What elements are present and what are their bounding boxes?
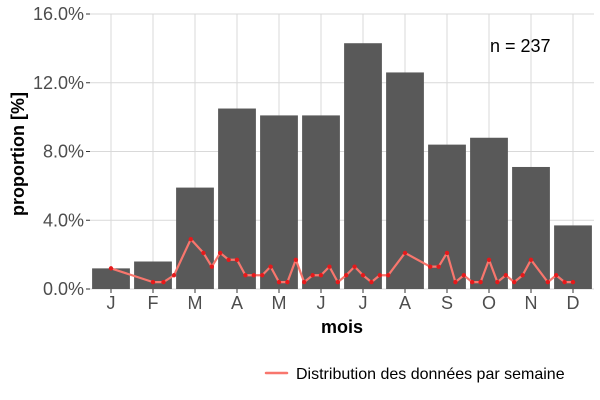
- weekly-distribution-line: [109, 238, 575, 284]
- weekly-distribution-point: [150, 279, 156, 285]
- legend-label: Distribution des données par semaine: [296, 366, 565, 383]
- x-tick-label: M: [272, 293, 287, 313]
- weekly-distribution-point: [402, 250, 408, 256]
- weekly-distribution-point: [226, 257, 231, 262]
- weekly-distribution-point: [512, 279, 517, 285]
- bar: [260, 115, 298, 289]
- bar: [512, 166, 550, 289]
- weekly-distribution-point: [478, 279, 483, 285]
- weekly-distribution-point: [327, 264, 332, 269]
- weekly-distribution-point: [428, 264, 433, 269]
- x-tick-label: F: [148, 293, 159, 313]
- weekly-distribution-point: [344, 273, 349, 278]
- bar: [428, 144, 466, 289]
- bar: [92, 268, 130, 289]
- weekly-distribution-point: [377, 273, 382, 278]
- bar: [176, 187, 214, 289]
- y-tick-label: 16.0%: [33, 4, 84, 24]
- bar: [470, 137, 508, 289]
- weekly-distribution-point: [302, 279, 307, 285]
- weekly-distribution-point: [444, 250, 450, 256]
- weekly-distribution-point: [218, 250, 223, 256]
- x-tick-label: A: [231, 293, 243, 313]
- weekly-distribution-point: [352, 264, 357, 269]
- legend: Distribution des données par semaine: [264, 366, 565, 383]
- y-axis-title: proportion [%]: [8, 92, 28, 216]
- weekly-distribution-point: [243, 273, 248, 278]
- weekly-distribution-point: [386, 273, 391, 278]
- weekly-distribution-point: [201, 250, 206, 256]
- axis-layer: 0.0% 4.0% 8.0% 12.0% 16.0% J F M A M J J A S O N D: [33, 4, 580, 313]
- weekly-distribution-point: [528, 257, 534, 262]
- weekly-distribution-point: [436, 264, 441, 269]
- weekly-distribution-point: [453, 279, 458, 285]
- x-tick-label: A: [399, 293, 411, 313]
- bar: [344, 43, 382, 289]
- x-tick-label: D: [567, 293, 580, 313]
- x-tick-label: N: [525, 293, 538, 313]
- x-tick-label: O: [482, 293, 496, 313]
- weekly-distribution-point: [268, 264, 273, 269]
- line-layer: [108, 236, 576, 285]
- weekly-distribution-point: [335, 279, 340, 285]
- y-tick-label: 8.0%: [43, 142, 84, 162]
- weekly-distribution-point: [188, 236, 193, 242]
- weekly-distribution-point: [285, 279, 290, 285]
- bar: [386, 72, 424, 289]
- x-tick-label: J: [317, 293, 326, 313]
- weekly-distribution-point: [260, 273, 265, 278]
- weekly-distribution-point: [369, 279, 374, 285]
- x-tick-label: M: [188, 293, 203, 313]
- y-tick-label: 12.0%: [33, 73, 84, 93]
- x-axis-title: mois: [321, 317, 363, 337]
- y-tick-label: 4.0%: [43, 210, 84, 230]
- bar: [302, 115, 340, 289]
- weekly-distribution-point: [234, 257, 240, 262]
- bar: [134, 261, 172, 289]
- weekly-distribution-point: [554, 273, 559, 278]
- weekly-distribution-point: [520, 273, 525, 278]
- weekly-distribution-point: [461, 273, 466, 278]
- weekly-distribution-point: [310, 273, 315, 278]
- weekly-distribution-point: [171, 273, 177, 278]
- x-tick-label: J: [107, 293, 116, 313]
- weekly-distribution-point: [318, 273, 324, 278]
- weekly-distribution-point: [503, 273, 508, 278]
- weekly-distribution-point: [251, 273, 256, 278]
- x-tick-label: S: [441, 293, 453, 313]
- bars-layer: [92, 43, 592, 289]
- weekly-distribution-point: [209, 264, 214, 269]
- weekly-distribution-point: [293, 257, 298, 262]
- annotation-n-label: n = 237: [490, 36, 551, 56]
- weekly-distribution-point: [161, 279, 166, 285]
- weekly-distribution-point: [108, 266, 114, 271]
- weekly-distribution-point: [276, 279, 282, 285]
- weekly-distribution-point: [545, 279, 550, 285]
- weekly-distribution-point: [562, 279, 567, 285]
- weekly-distribution-point: [360, 273, 366, 278]
- x-tick-label: J: [359, 293, 368, 313]
- weekly-distribution-point: [470, 279, 475, 285]
- y-tick-label: 0.0%: [43, 279, 84, 299]
- weekly-distribution-point: [486, 257, 492, 262]
- weekly-distribution-point: [495, 279, 500, 285]
- weekly-distribution-point: [570, 279, 576, 285]
